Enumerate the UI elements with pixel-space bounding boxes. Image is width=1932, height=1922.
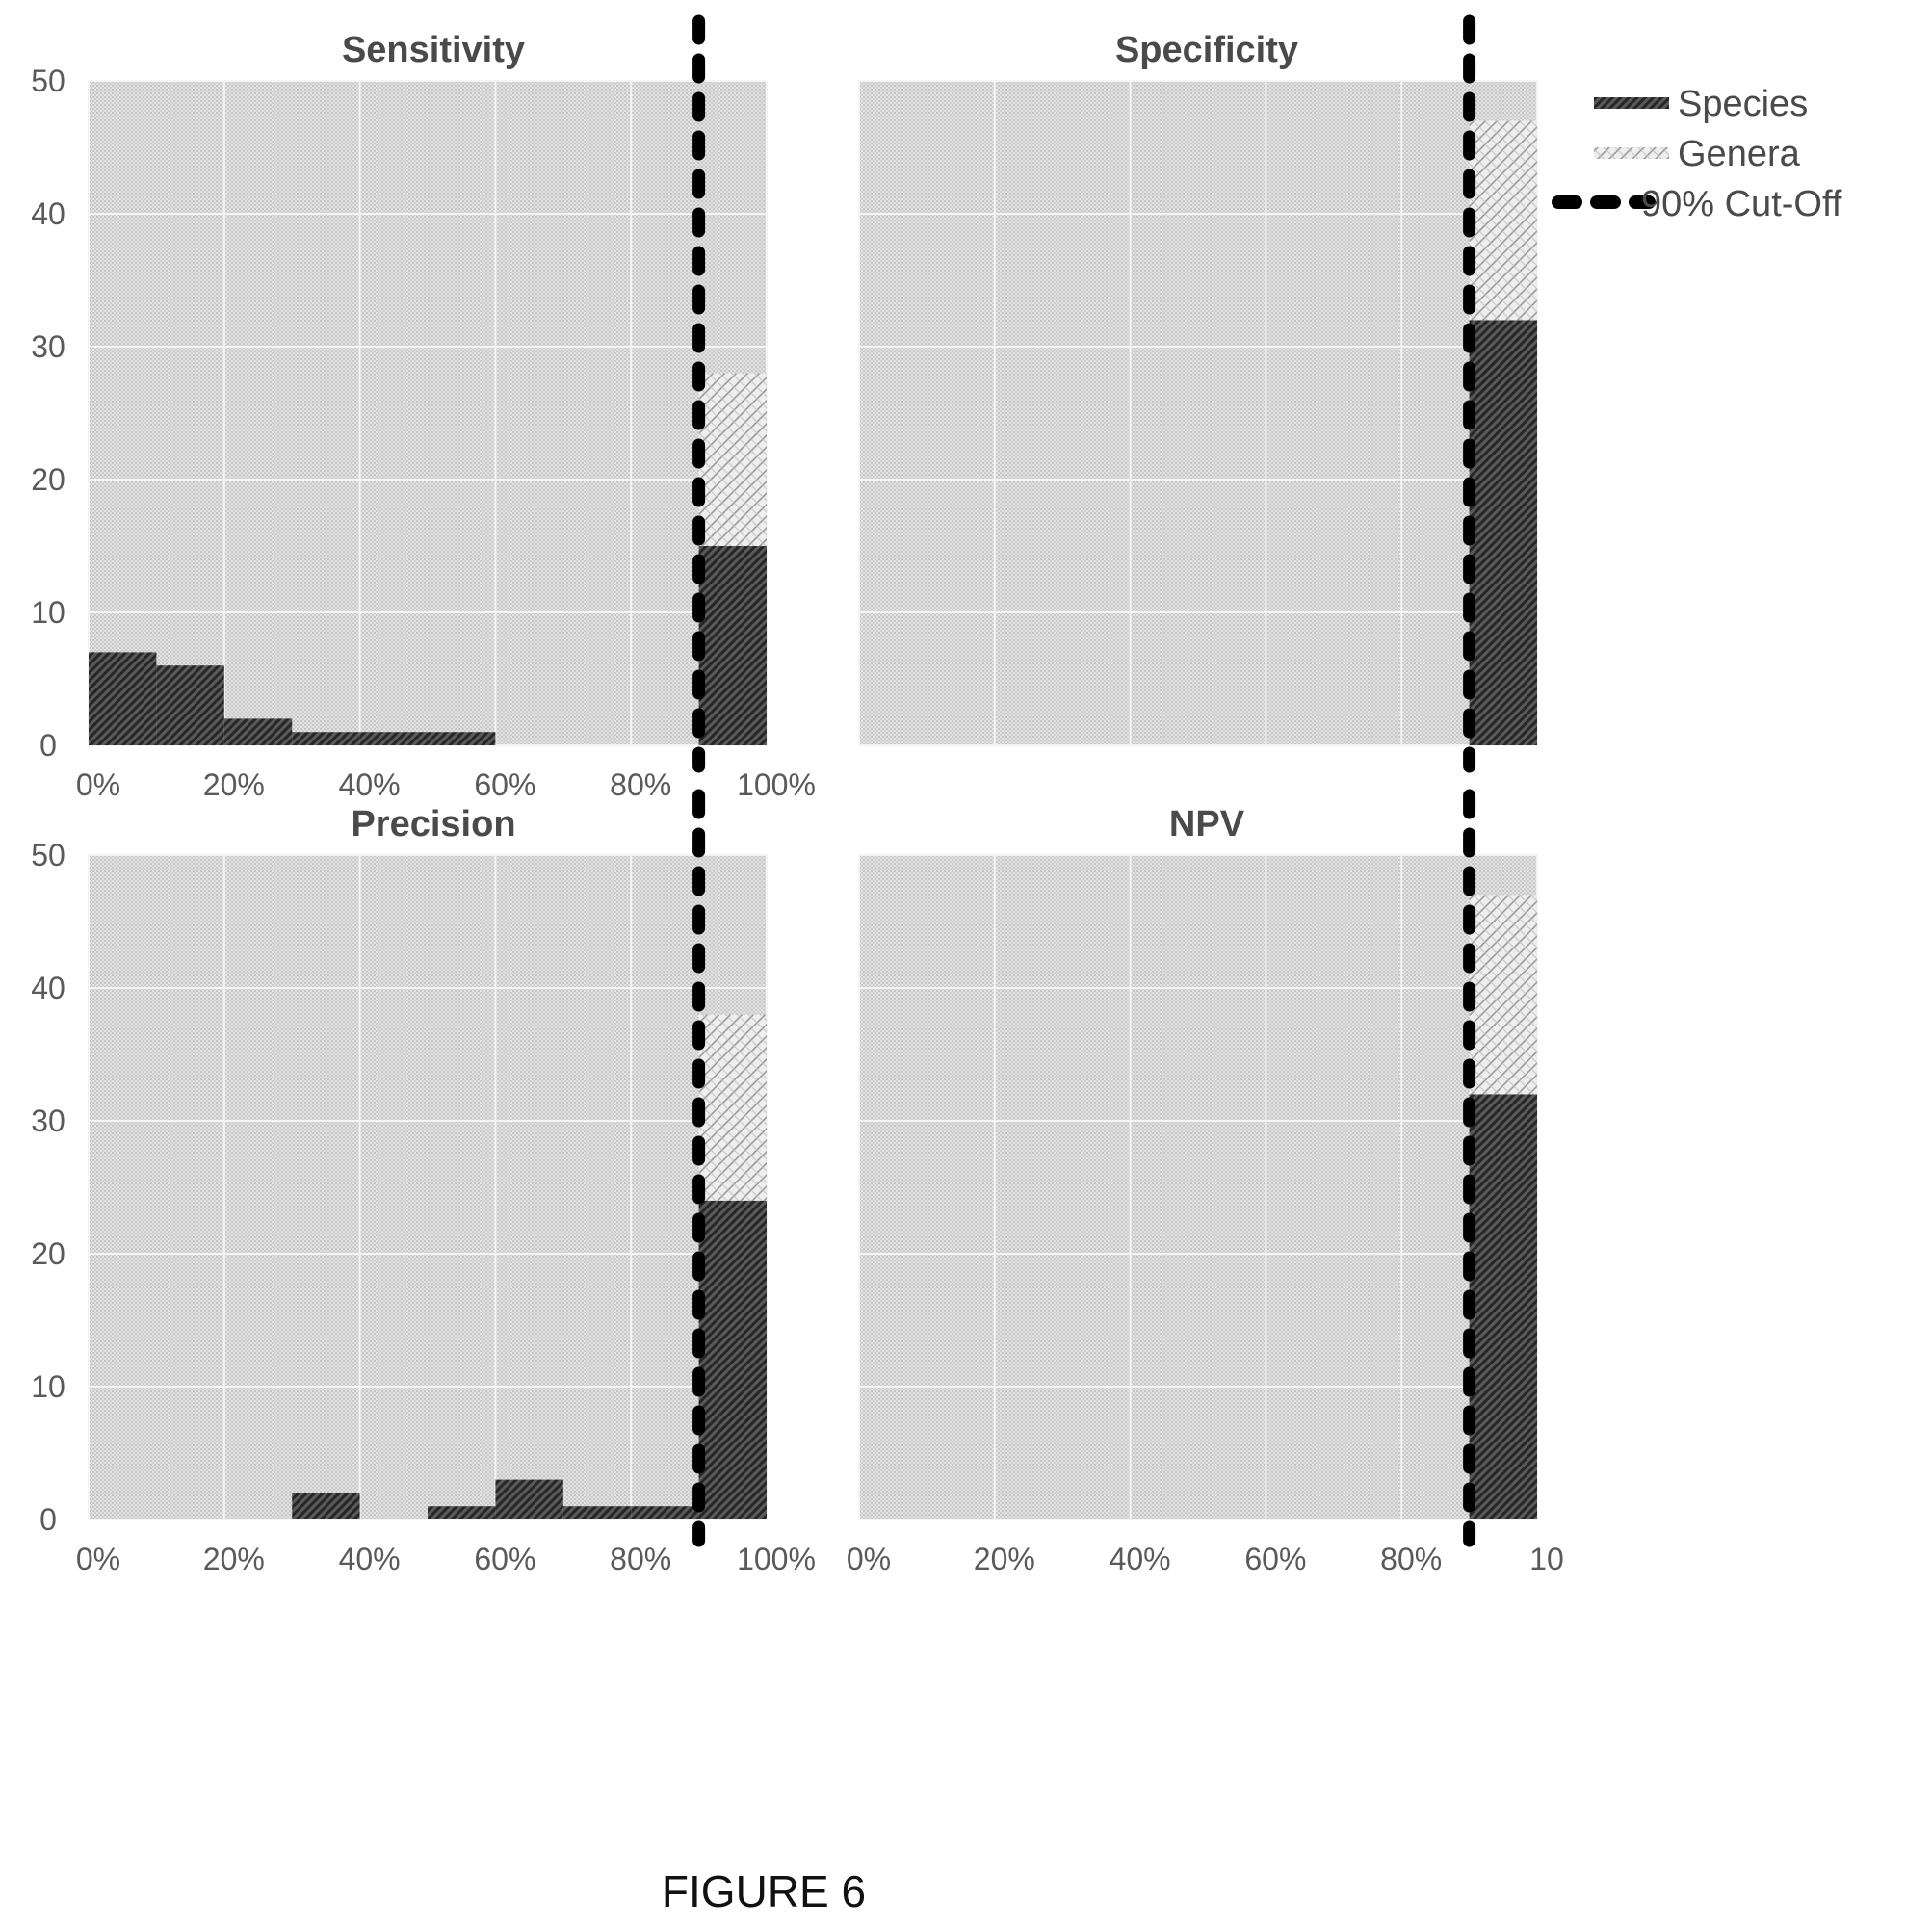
x-tick-label: 0%: [76, 1542, 120, 1576]
bar-species: [292, 1493, 360, 1519]
y-tick-label: 0: [39, 728, 57, 763]
y-tick-label: 20: [31, 462, 65, 497]
x-tick-label: 20%: [203, 767, 265, 802]
x-tick-label: 80%: [610, 767, 671, 802]
x-tick-label: 40%: [339, 1542, 401, 1576]
x-tick-label: 0%: [76, 767, 120, 802]
figure-caption: FIGURE 6: [662, 1866, 866, 1916]
bar-species: [428, 1506, 496, 1519]
y-tick-label: 50: [31, 838, 65, 872]
legend-genera-label: Genera: [1678, 134, 1801, 174]
legend-species-label: Species: [1678, 84, 1808, 124]
bar-species: [562, 1506, 632, 1519]
bar-species: [1469, 320, 1537, 745]
bar-species: [698, 1200, 767, 1519]
x-tick-label: 100%: [737, 767, 816, 802]
plot-area: [859, 855, 1537, 1519]
y-tick-label: 50: [31, 64, 65, 98]
bar-species: [495, 1479, 563, 1519]
panel-0: Sensitivity 0 10 20 30 40 50 0% 20% 40% 60% 80% 100%: [31, 14, 816, 802]
plot-area: [859, 81, 1537, 745]
bar-species: [223, 718, 293, 745]
bar-species: [89, 652, 157, 745]
x-tick-label: 40%: [339, 767, 401, 802]
x-tick-label: 40%: [1110, 1542, 1171, 1576]
panel-title: NPV: [1169, 804, 1245, 844]
y-tick-label: 40: [31, 971, 65, 1005]
panel-title: Sensitivity: [342, 30, 525, 70]
legend: Species Genera 90% Cut-Off: [1552, 84, 1842, 224]
legend-genera-swatch: [1594, 147, 1669, 159]
y-tick-label: 20: [31, 1236, 65, 1271]
bar-species: [359, 732, 428, 745]
panel-title: Specificity: [1115, 30, 1298, 70]
y-tick-label: 10: [31, 1369, 65, 1404]
panel-3: NPV 0% 20% 40% 60% 80% 10: [847, 789, 1564, 1576]
y-tick-label: 0: [39, 1502, 57, 1537]
x-tick-label: 20%: [203, 1542, 265, 1576]
bar-species: [631, 1506, 699, 1519]
bar-species: [698, 546, 767, 745]
bar-species: [1469, 1094, 1537, 1519]
y-tick-label: 40: [31, 196, 65, 231]
plot-area: [89, 81, 767, 745]
x-tick-label: 80%: [1380, 1542, 1442, 1576]
panel-title: Precision: [351, 804, 515, 844]
bar-genera: [698, 1014, 767, 1201]
bar-species: [156, 665, 224, 745]
bar-species: [428, 732, 496, 745]
x-tick-label: 20%: [974, 1542, 1035, 1576]
x-tick-label: 60%: [474, 767, 535, 802]
plot-area: [89, 855, 767, 1519]
panel-1: Specificity: [858, 14, 1538, 773]
x-tick-label: 60%: [474, 1542, 535, 1576]
y-tick-label: 30: [31, 329, 65, 364]
bar-species: [292, 732, 360, 745]
legend-species-swatch: [1594, 97, 1669, 109]
legend-cutoff-label: 90% Cut-Off: [1641, 184, 1842, 224]
x-tick-label: 0%: [847, 1542, 891, 1576]
bar-genera: [1469, 120, 1537, 321]
x-tick-label: 10: [1529, 1542, 1564, 1576]
bar-genera: [698, 373, 767, 546]
y-tick-label: 30: [31, 1104, 65, 1138]
x-tick-label: 60%: [1244, 1542, 1306, 1576]
bar-genera: [1469, 895, 1537, 1095]
x-tick-label: 100%: [737, 1542, 816, 1576]
panel-2: Precision 0 10 20 30 40 50 0% 20% 40% 60% 80% 100%: [31, 789, 816, 1576]
y-tick-label: 10: [31, 595, 65, 630]
x-tick-label: 80%: [610, 1542, 671, 1576]
